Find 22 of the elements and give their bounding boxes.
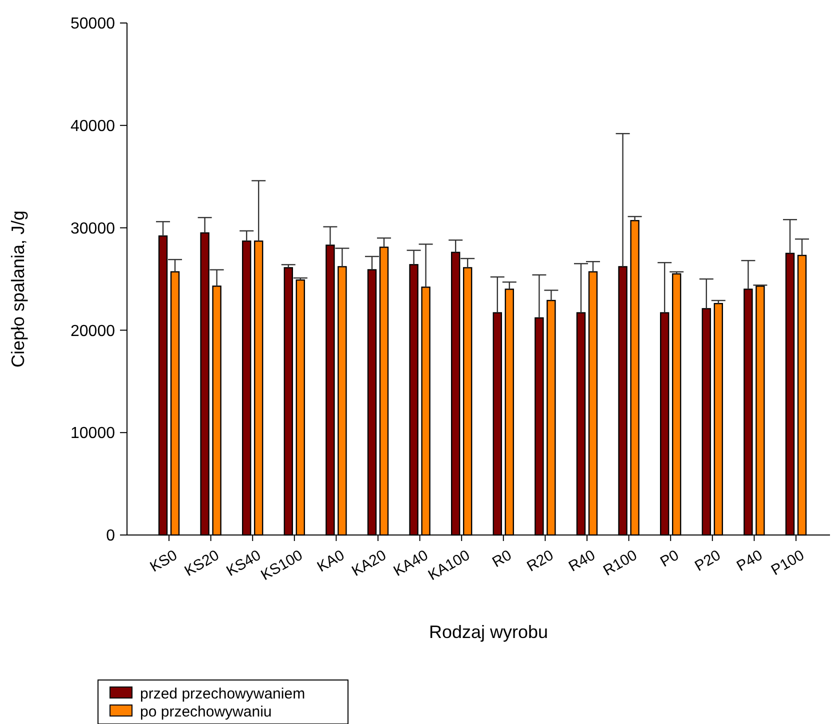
legend-label: przed przechowywaniem (140, 685, 306, 702)
legend-label: po przechowywaniu (140, 703, 272, 720)
x-tick-label: P0 (657, 546, 682, 571)
x-tick-label: R40 (566, 546, 598, 576)
x-tick-label: KS20 (182, 546, 222, 580)
x-tick-label: P40 (734, 546, 766, 575)
x-tick-label: KA20 (348, 546, 390, 580)
x-tick-label: P100 (768, 546, 808, 580)
x-tick-label: R0 (490, 546, 515, 572)
y-tick-label: 20000 (70, 322, 116, 340)
y-axis-title: Ciepło spalania, J/g (8, 210, 28, 368)
y-tick-label: 40000 (70, 118, 116, 135)
y-tick-label: 10000 (70, 425, 116, 442)
x-tick-label: KS0 (147, 546, 180, 576)
x-tick-label: P20 (692, 546, 724, 575)
x-tick-label: KA0 (314, 546, 348, 576)
x-tick-label: R100 (600, 546, 640, 580)
y-tick-label: 30000 (70, 220, 116, 238)
y-tick-label: 50000 (70, 16, 116, 33)
y-tick-label: 0 (106, 528, 116, 545)
x-axis-title: Rodzaj wyrobu (428, 622, 548, 642)
x-tick-label: R20 (524, 546, 556, 576)
